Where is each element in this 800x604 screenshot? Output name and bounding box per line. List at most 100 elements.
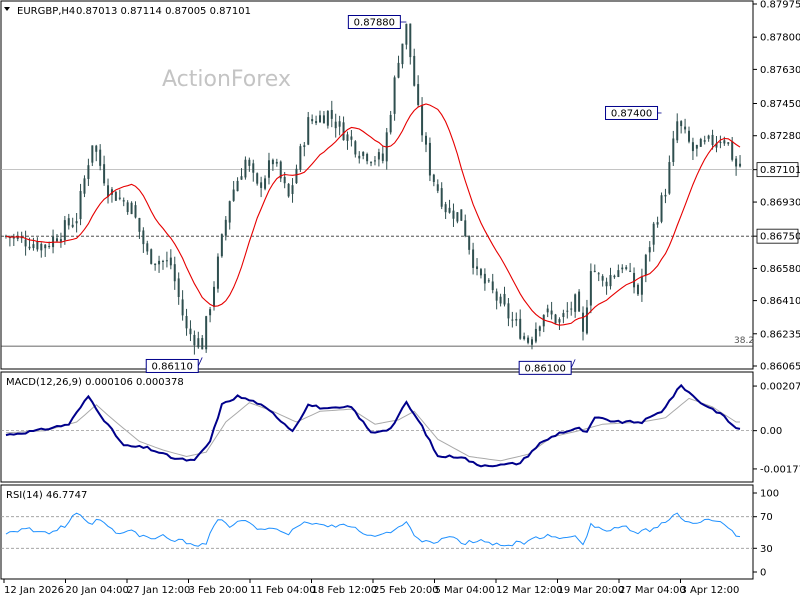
candle-body <box>597 273 600 275</box>
candle-body <box>256 173 259 184</box>
candle-body <box>672 138 675 163</box>
ohlc-readout: 0.87013 0.87114 0.87005 0.87101 <box>76 6 251 17</box>
candle-body <box>240 176 243 180</box>
candle-body <box>146 243 149 252</box>
candle-body <box>479 269 482 276</box>
candle-body <box>228 201 231 223</box>
candle-body <box>428 142 431 176</box>
candle-body <box>727 142 730 144</box>
candle-body <box>574 294 577 312</box>
time-axis-label: 27 Jan 12:00 <box>127 585 190 596</box>
candle-body <box>185 315 188 329</box>
candle-body <box>55 238 58 242</box>
candle-body <box>424 135 427 145</box>
price-axis-label: 0.86065 <box>760 362 800 373</box>
dropdown-triangle-icon[interactable] <box>4 7 10 11</box>
candle-body <box>393 77 396 114</box>
price-annotation-box <box>347 15 401 30</box>
candle-body <box>165 260 168 262</box>
candle-body <box>731 141 734 160</box>
rsi-axis-label: 0 <box>760 568 766 579</box>
candle-body <box>366 154 369 162</box>
candle-body <box>656 222 659 225</box>
time-axis-label: 11 Feb 04:00 <box>250 585 316 596</box>
candle-body <box>582 312 585 332</box>
candle-body <box>589 271 592 306</box>
candle-body <box>71 224 74 227</box>
candle-body <box>110 189 113 195</box>
candle-body <box>271 159 274 165</box>
time-axis-label: 20 Jan 04:00 <box>66 585 129 596</box>
candle-body <box>122 200 125 202</box>
candle-body <box>161 260 164 262</box>
candle-body <box>59 239 62 242</box>
macd-axis-label: 0.00 <box>760 426 782 437</box>
time-axis-label: 25 Feb 20:00 <box>373 585 439 596</box>
candle-body <box>527 337 530 343</box>
price-axis-label: 0.87975 <box>760 0 800 11</box>
candle-body <box>130 202 133 215</box>
macd-pane-label: MACD(12,26,9) 0.000106 0.000378 <box>6 377 184 388</box>
candle-body <box>542 314 545 327</box>
candle-body <box>688 130 691 142</box>
candle-body <box>699 138 702 147</box>
candle-body <box>566 310 569 312</box>
candle-body <box>719 142 722 144</box>
candle-body <box>468 236 471 250</box>
candle-body <box>640 276 643 295</box>
candle-body <box>181 299 184 316</box>
candle-body <box>691 142 694 152</box>
price-reference-lines: 38.2 <box>1 169 754 347</box>
candle-body <box>303 145 306 147</box>
candle-body <box>134 205 137 218</box>
candle-body <box>220 234 223 257</box>
candle-body <box>578 291 581 312</box>
candle-body <box>193 334 196 346</box>
candle-body <box>389 114 392 133</box>
price-axis-label: 0.87800 <box>760 33 800 44</box>
candle-body <box>695 145 698 149</box>
candle-body <box>413 55 416 86</box>
candle-body <box>177 278 180 298</box>
candle-body <box>472 249 475 268</box>
price-axis-label: 0.86930 <box>760 198 800 209</box>
price-axis-label: 0.86750 <box>760 232 800 243</box>
rsi-line <box>5 512 741 547</box>
candle-body <box>460 209 463 221</box>
candle-body <box>319 115 322 123</box>
macd-main-line <box>5 383 741 468</box>
price-axis-label: 0.86580 <box>760 264 800 275</box>
price-axis-label: 0.86410 <box>760 296 800 307</box>
candle-body <box>346 134 349 141</box>
rsi-axis-label: 70 <box>760 512 773 523</box>
candle-body <box>593 270 596 272</box>
candle-body <box>291 185 294 194</box>
candle-body <box>358 155 361 159</box>
time-axis-label: 3 Feb 20:00 <box>189 585 248 596</box>
candle-body <box>644 254 647 276</box>
price-annotation-box <box>605 105 659 120</box>
candle-body <box>625 267 628 270</box>
candle-body <box>83 178 86 194</box>
candle-body <box>224 219 227 236</box>
candle-body <box>370 162 373 164</box>
macd-pane-frame <box>0 371 754 483</box>
candle-body <box>154 263 157 266</box>
time-axis-label: 3 Apr 12:00 <box>681 585 740 596</box>
fibonacci-level-label: 38.2 <box>734 336 754 346</box>
price-annotation-label: 0.86100 <box>524 363 565 374</box>
rsi-pane-label: RSI(14) 46.7747 <box>6 490 87 501</box>
candle-body <box>613 275 616 278</box>
candle-body <box>546 308 549 313</box>
time-axis-label: 27 Mar 04:00 <box>619 585 686 596</box>
candle-body <box>216 256 219 289</box>
current-price-box <box>756 162 799 178</box>
candle-body <box>617 270 620 278</box>
candle-body <box>436 184 439 191</box>
candle-body <box>476 266 479 270</box>
candle-body <box>158 260 161 265</box>
candle-body <box>648 247 651 253</box>
candle-body <box>668 162 671 194</box>
